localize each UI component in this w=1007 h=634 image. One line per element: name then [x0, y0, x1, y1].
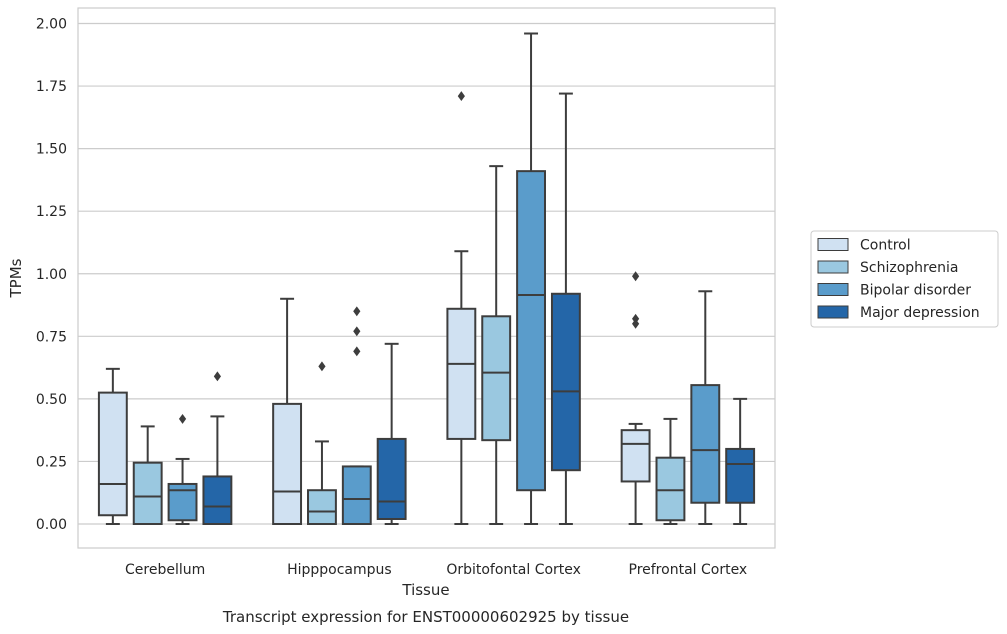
outlier-point	[632, 271, 640, 282]
y-tick-label: 0.00	[36, 517, 67, 533]
box-group	[97, 367, 128, 525]
outlier-point	[457, 91, 465, 102]
y-tick-label: 1.00	[36, 267, 67, 283]
box	[376, 437, 407, 520]
chart-caption: Transcript expression for ENST0000060292…	[222, 608, 629, 626]
box-group	[341, 306, 372, 526]
legend-label: Schizophrenia	[860, 260, 958, 276]
box-group	[202, 371, 233, 526]
outlier-point	[632, 313, 640, 324]
legend-label: Major depression	[860, 305, 980, 321]
legend-items: Control Schizophrenia Bipolar disorder Majo…	[817, 238, 980, 321]
legend-label: Bipolar disorder	[860, 283, 971, 299]
box	[690, 384, 721, 504]
box	[725, 447, 756, 504]
box-group	[655, 417, 686, 525]
y-tick-label: 0.25	[36, 454, 67, 470]
box	[446, 307, 477, 440]
outlier-point	[178, 413, 187, 424]
y-tick-label: 0.50	[36, 392, 67, 408]
legend-swatch	[817, 238, 849, 251]
y-tick-label: 1.50	[36, 142, 67, 158]
y-tick-labels: 0.00 0.25 0.50 0.75 1.00 1.25 1.50 1.75 2.00	[36, 17, 67, 534]
box-group	[481, 165, 512, 525]
outlier-point	[213, 371, 221, 382]
box-group	[132, 425, 163, 525]
gridlines	[78, 22, 775, 525]
box	[481, 315, 512, 442]
outlier-point	[318, 361, 326, 372]
legend-item: Major depression	[817, 305, 980, 321]
y-tick-label: 1.25	[36, 204, 67, 220]
y-tick-label: 2.00	[36, 17, 67, 33]
box-group	[516, 32, 546, 525]
box-group	[376, 342, 407, 525]
box	[97, 391, 128, 517]
legend-swatch	[817, 305, 849, 319]
box-group	[620, 271, 651, 525]
legend-frame	[810, 230, 999, 328]
box-group	[550, 92, 581, 525]
box	[620, 429, 651, 483]
boxes-layer	[97, 32, 756, 526]
box	[341, 465, 372, 526]
legend-swatch	[817, 283, 849, 296]
x-tick-label: Hipppocampus	[287, 562, 392, 578]
legend-item: Bipolar disorder	[817, 283, 971, 299]
legend-item: Control	[817, 238, 911, 254]
box-group	[307, 361, 337, 525]
y-tick-label: 1.75	[36, 79, 67, 95]
x-tick-label: Orbitofontal Cortex	[446, 562, 581, 578]
legend: Control Schizophrenia Bipolar disorder Majo…	[810, 230, 999, 328]
box-group	[725, 397, 756, 525]
box-group	[167, 413, 198, 525]
box	[655, 456, 686, 522]
box	[202, 475, 233, 526]
y-axis-title: TPMs	[7, 258, 25, 298]
y-tick-label: 0.75	[36, 329, 67, 345]
box	[132, 461, 163, 525]
legend-swatch	[817, 260, 849, 274]
legend-item: Schizophrenia	[817, 260, 958, 276]
x-axis-title: Tissue	[401, 581, 449, 599]
box	[516, 170, 546, 492]
box	[307, 489, 337, 525]
box-group	[690, 290, 721, 525]
outlier-point	[353, 326, 361, 337]
box-group	[446, 91, 477, 525]
x-tick-labels: Cerebellum Hipppocampus Orbitofontal Corte…	[125, 562, 747, 578]
outlier-point	[353, 346, 361, 357]
x-tick-label: Cerebellum	[125, 562, 205, 578]
box	[550, 292, 581, 472]
box	[272, 402, 303, 526]
box-group	[272, 297, 303, 526]
x-tick-label: Prefrontal Cortex	[629, 562, 748, 578]
outlier-point	[353, 306, 361, 317]
outlier-point	[632, 318, 640, 329]
plot-frame	[77, 7, 776, 549]
legend-label: Control	[860, 238, 911, 254]
